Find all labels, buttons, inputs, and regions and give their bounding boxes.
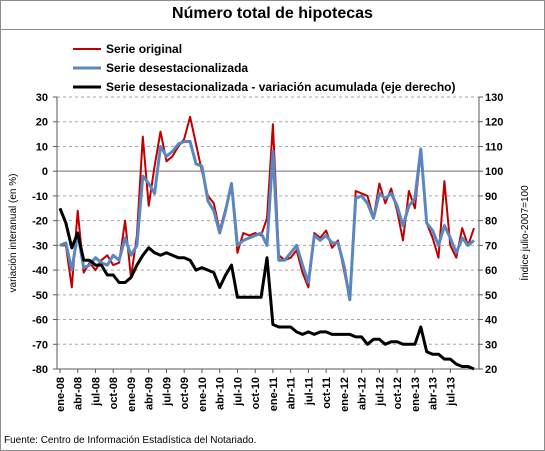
series-line-3 (58, 207, 475, 371)
x-tick-label: oct-10 (250, 377, 262, 409)
y2-tick-label: 80 (485, 216, 497, 228)
y-tick-label: -30 (32, 240, 48, 252)
x-tick-label: ene-09 (126, 377, 138, 412)
x-tick-label: oct-08 (108, 377, 120, 409)
y-tick-label: 30 (36, 92, 48, 104)
x-tick-label: oct-12 (392, 377, 404, 409)
y-tick-label: -20 (32, 216, 48, 228)
y-tick-label: 20 (36, 117, 48, 129)
y2-tick-label: 30 (485, 339, 497, 351)
y-tick-label: -10 (32, 191, 48, 203)
tick-labels: 3020100-10-20-30-40-50-60-70-80130120110… (8, 92, 531, 412)
legend-label: Serie desestacionalizada (106, 61, 248, 75)
y-tick-label: -80 (32, 364, 48, 376)
y2-tick-label: 50 (485, 290, 497, 302)
y2-tick-label: 20 (485, 364, 497, 376)
x-tick-label: abr-08 (73, 377, 85, 410)
y-tick-label: -50 (32, 290, 48, 302)
x-tick-label: jul-09 (161, 377, 173, 407)
y2-tick-label: 90 (485, 191, 497, 203)
y-tick-label: -40 (32, 265, 48, 277)
y-axis-title: variación interanual (en %) (8, 174, 19, 293)
y2-tick-label: 100 (485, 166, 503, 178)
x-tick-label: ene-08 (55, 377, 67, 412)
y-tick-label: -60 (32, 315, 48, 327)
x-tick-label: abr-09 (144, 377, 156, 410)
x-tick-label: oct-09 (179, 377, 191, 409)
y2-tick-label: 40 (485, 315, 497, 327)
x-tick-label: jul-11 (303, 377, 315, 406)
series-layer (58, 115, 475, 371)
series-line-2 (59, 140, 475, 302)
legend: Serie original Serie desestacionalizada Se… (73, 42, 455, 94)
y2-tick-label: 70 (485, 240, 497, 252)
axes (53, 96, 483, 373)
x-tick-label: oct-11 (321, 377, 333, 409)
x-tick-label: jul-13 (445, 377, 457, 407)
y2-tick-label: 60 (485, 265, 497, 277)
x-tick-label: abr-10 (215, 377, 227, 410)
y-tick-label: -70 (32, 339, 48, 351)
y-tick-label: 0 (42, 166, 48, 178)
y2-axis-title: Índice julio-2007=100 (518, 185, 531, 281)
x-tick-label: abr-11 (286, 377, 298, 409)
x-tick-label: jul-12 (374, 377, 386, 407)
x-tick-label: jul-08 (90, 377, 102, 407)
x-tick-label: ene-11 (268, 377, 280, 411)
source-note: Fuente: Centro de Información Estadístic… (4, 435, 257, 446)
x-tick-label: jul-10 (232, 377, 244, 407)
x-tick-label: ene-10 (197, 377, 209, 412)
x-tick-label: ene-13 (410, 377, 422, 412)
chart-title: Número total de hipotecas (172, 5, 373, 22)
y2-tick-label: 110 (485, 141, 503, 153)
legend-label: Serie original (106, 42, 182, 56)
y-tick-label: 10 (36, 141, 48, 153)
x-tick-label: abr-12 (357, 377, 369, 410)
y2-tick-label: 130 (485, 92, 503, 104)
x-tick-label: ene-12 (339, 377, 351, 412)
legend-label: Serie desestacionalizada - variación acu… (106, 80, 455, 94)
title-box: Número total de hipotecas (1, 1, 544, 30)
y2-tick-label: 120 (485, 117, 503, 129)
x-tick-label: abr-13 (428, 377, 440, 410)
